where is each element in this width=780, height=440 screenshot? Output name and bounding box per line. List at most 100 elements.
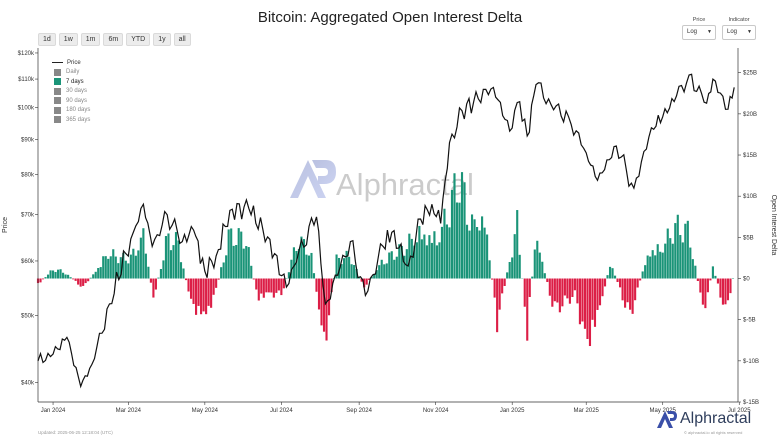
x-tick-label: Mar 2025 — [574, 408, 600, 414]
timeframe-6m-button[interactable]: 6m — [103, 33, 124, 46]
price-scale-control: Price Log ▼ — [682, 17, 716, 40]
oi-delta-bar-positive — [338, 257, 341, 279]
updated-timestamp: Updated: 2025-06-25 12:18:04 (UTC) — [38, 430, 113, 435]
legend-item-daily[interactable]: Daily — [52, 68, 90, 78]
oi-delta-bar-negative — [561, 278, 564, 307]
oi-delta-bar-positive — [711, 266, 714, 279]
legend-swatch-icon — [54, 116, 61, 124]
oi-delta-bar-positive — [483, 227, 486, 279]
oi-delta-bar-positive — [378, 265, 381, 279]
legend-label: 180 days — [66, 107, 91, 114]
oi-delta-bar-positive — [536, 240, 539, 279]
legend-label: 90 days — [66, 97, 88, 104]
oi-delta-bar-negative — [215, 278, 218, 288]
y-tick-label-left: $40k — [21, 381, 35, 387]
y-tick-label-left: $100k — [18, 106, 35, 112]
price-scale-value: Log — [687, 29, 698, 35]
oi-delta-bar-negative — [498, 278, 501, 310]
oi-delta-bar-positive — [403, 255, 406, 279]
oi-delta-bar-negative — [503, 278, 506, 286]
y-tick-label-right: $25B — [743, 71, 757, 77]
timeframe-1y-button[interactable]: 1y — [153, 33, 171, 46]
legend-label: Daily — [66, 69, 80, 76]
legend-swatch-icon — [54, 106, 61, 114]
legend-swatch-icon — [54, 78, 61, 86]
legend-item-180-days[interactable]: 180 days — [52, 106, 90, 116]
oi-delta-bar-positive — [694, 265, 697, 279]
axes: $40k $50k $60k $70k $80k $90k $100k $110k $120k $… — [18, 48, 759, 414]
oi-delta-bar-positive — [57, 269, 60, 279]
oi-delta-bar-positive — [59, 269, 62, 279]
y-tick-label-right: $-15B — [743, 400, 759, 406]
timeframe-1w-button[interactable]: 1w — [58, 33, 78, 46]
oi-delta-bar-positive — [54, 271, 57, 279]
oi-delta-bar-positive — [654, 255, 657, 279]
legend-label: Price — [67, 59, 81, 66]
legend-item-90-days[interactable]: 90 days — [52, 96, 90, 106]
oi-delta-bar-negative — [729, 278, 732, 294]
oi-delta-bar-positive — [302, 239, 306, 279]
price-scale-label: Price — [692, 17, 706, 23]
timeframe-1d-button[interactable]: 1d — [38, 33, 56, 46]
oi-delta-bar-negative — [282, 278, 285, 289]
oi-delta-bar-positive — [661, 252, 664, 279]
oi-delta-bar-negative — [568, 278, 571, 304]
oi-delta-bar-positive — [94, 271, 97, 279]
oi-delta-bar-negative — [212, 278, 215, 295]
oi-delta-bar-negative — [726, 278, 730, 301]
legend-item-price[interactable]: Price — [52, 58, 90, 68]
oi-delta-bar-positive — [681, 242, 684, 279]
oi-delta-bar-negative — [270, 278, 273, 293]
x-tick-label: Mar 2024 — [116, 408, 142, 414]
legend-item-7-days[interactable]: 7 days — [52, 77, 90, 87]
chart-legend: Price Daily 7 days 30 days 90 days 180 d… — [52, 58, 90, 125]
oi-delta-bar-positive — [674, 223, 677, 279]
y-tick-label-right: $15B — [743, 153, 757, 159]
oi-delta-bar-negative — [255, 278, 258, 290]
y-tick-label-right: $10B — [743, 194, 757, 200]
legend-item-365-days[interactable]: 365 days — [52, 115, 90, 125]
timeframe-ytd-button[interactable]: YTD — [126, 33, 151, 46]
oi-delta-bar-negative — [72, 278, 75, 280]
oi-delta-bar-positive — [242, 248, 245, 279]
indicator-scale-select[interactable]: Log ▼ — [722, 25, 756, 40]
oi-delta-bar-negative — [280, 278, 283, 296]
price-scale-select[interactable]: Log ▼ — [682, 25, 716, 40]
oi-delta-bar-positive — [443, 208, 446, 279]
timeframe-bar: 1d 1w 1m 6m YTD 1y all — [38, 33, 191, 46]
oi-delta-bar-positive — [137, 250, 140, 279]
oi-delta-bar-negative — [184, 278, 188, 281]
timeframe-1m-button[interactable]: 1m — [80, 33, 101, 46]
oi-delta-bar-positive — [230, 228, 233, 279]
oi-delta-bar-positive — [292, 247, 295, 279]
oi-delta-bar-positive — [664, 243, 667, 279]
oi-delta-bar-positive — [418, 225, 421, 279]
oi-delta-bar-positive — [157, 277, 160, 279]
alphractal-logo-icon — [657, 411, 677, 428]
oi-delta-bar-positive — [533, 249, 536, 279]
brand-logo: Alphractal — [656, 409, 751, 429]
legend-item-30-days[interactable]: 30 days — [52, 87, 90, 97]
oi-delta-bar-negative — [583, 278, 587, 329]
oi-delta-bar-positive — [516, 210, 519, 279]
oi-delta-bar-positive — [172, 245, 175, 279]
oi-delta-bar-positive — [122, 252, 125, 279]
timeframe-all-button[interactable]: all — [173, 33, 191, 46]
x-tick-label: Jul 2024 — [270, 408, 293, 414]
oi-delta-bar-negative — [553, 278, 556, 302]
oi-delta-bar-positive — [64, 274, 67, 279]
y-tick-label-left: $110k — [18, 77, 35, 83]
oi-delta-bar-negative — [272, 278, 275, 298]
oi-delta-bar-negative — [200, 278, 203, 315]
oi-delta-bar-positive — [109, 256, 112, 279]
oi-delta-bar-positive — [481, 216, 484, 279]
oi-delta-bar-positive — [49, 270, 52, 279]
oi-delta-bar-positive — [413, 245, 416, 279]
oi-delta-bar-positive — [67, 274, 70, 279]
oi-delta-bar-positive — [102, 256, 105, 279]
oi-delta-bar-positive — [117, 263, 120, 279]
oi-delta-bar-positive — [44, 277, 47, 279]
x-tick-label: May 2025 — [650, 408, 677, 414]
oi-delta-bar-positive — [132, 248, 135, 279]
legend-label: 30 days — [66, 88, 88, 95]
